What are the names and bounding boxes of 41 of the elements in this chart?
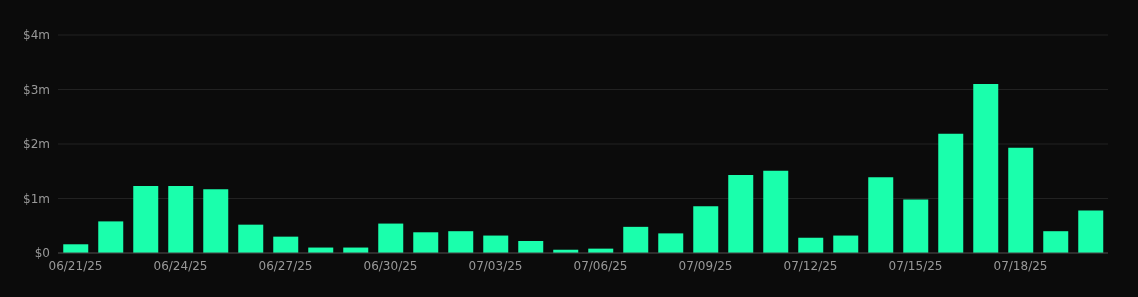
bar — [63, 244, 89, 253]
x-tick-label: 06/30/25 — [363, 258, 418, 273]
bar — [868, 177, 894, 253]
x-tick-label: 07/12/25 — [783, 258, 838, 273]
bar — [658, 233, 684, 253]
bar — [518, 241, 544, 253]
x-tick-label: 07/18/25 — [993, 258, 1048, 273]
bar — [763, 170, 789, 253]
bar — [483, 235, 509, 253]
y-tick-label: $3m — [23, 82, 50, 97]
bar — [938, 133, 964, 253]
y-tick-label: $1m — [23, 191, 50, 206]
bar — [728, 175, 754, 253]
x-tick-label: 06/24/25 — [153, 258, 208, 273]
y-tick-label: $4m — [23, 28, 50, 43]
y-tick-label: $2m — [23, 137, 50, 152]
bar — [1078, 210, 1104, 253]
bar — [693, 206, 719, 253]
bar — [168, 185, 194, 253]
bar — [973, 84, 999, 253]
x-tick-label: 07/15/25 — [888, 258, 943, 273]
bar — [98, 221, 124, 253]
x-tick-label: 06/21/25 — [48, 258, 103, 273]
bar — [238, 224, 264, 253]
bar — [448, 231, 474, 253]
x-tick-label: 06/27/25 — [258, 258, 313, 273]
bar — [203, 189, 229, 253]
bar — [1008, 147, 1034, 253]
bar — [623, 226, 649, 253]
bar — [798, 237, 824, 253]
x-tick-label: 07/09/25 — [678, 258, 733, 273]
x-tick-label: 07/03/25 — [468, 258, 523, 273]
bar — [378, 223, 404, 253]
bar — [833, 235, 859, 253]
y-tick-label: $0 — [34, 246, 50, 261]
x-tick-label: 07/06/25 — [573, 258, 628, 273]
bar — [413, 232, 439, 253]
bar — [273, 236, 299, 253]
bar — [903, 199, 929, 253]
bar — [133, 185, 159, 253]
bar — [1043, 231, 1069, 253]
